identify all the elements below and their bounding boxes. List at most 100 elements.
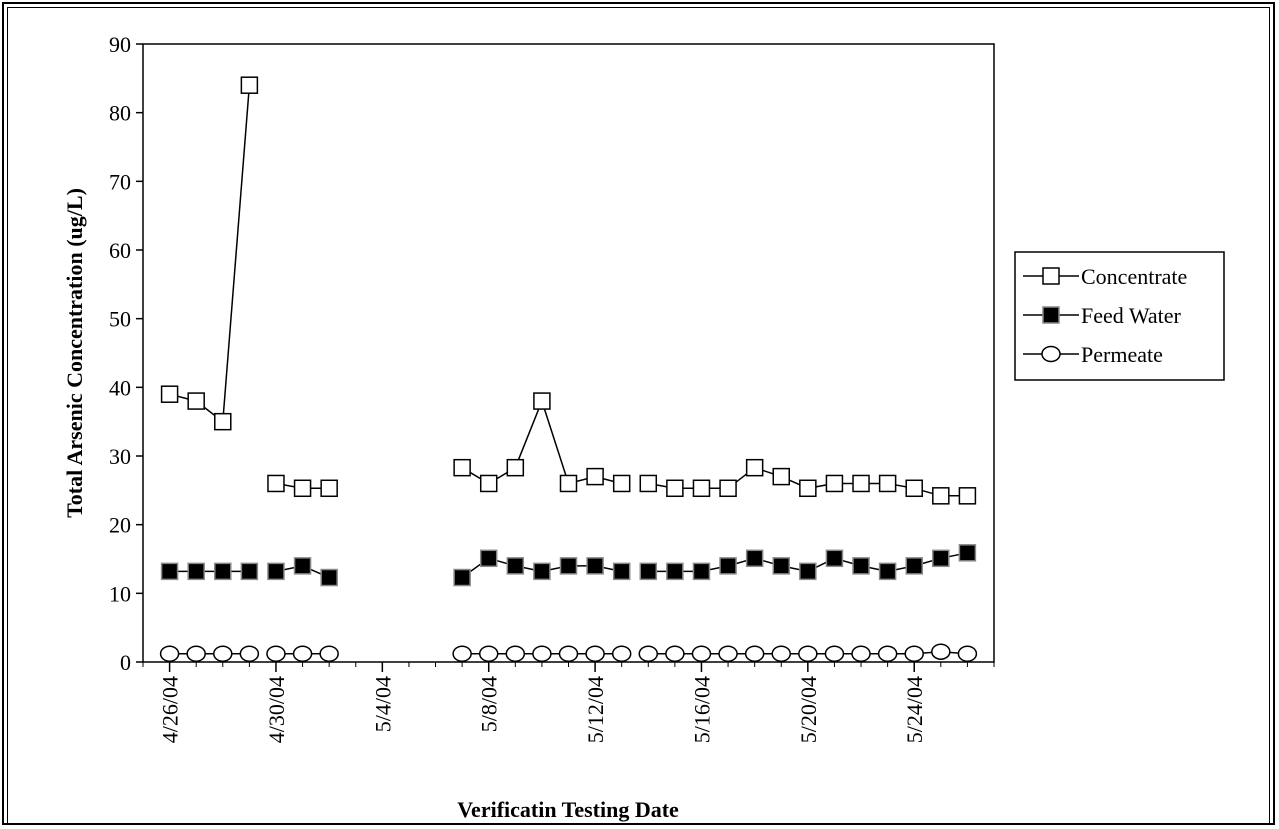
y-tick-label: 30 [109, 444, 131, 469]
legend-label: Feed Water [1081, 303, 1182, 328]
data-point [585, 645, 605, 663]
data-point [186, 645, 206, 663]
data-point [666, 479, 684, 498]
data-point [239, 645, 260, 663]
data-point [745, 549, 764, 568]
y-tick-label: 60 [109, 238, 131, 263]
data-point [691, 645, 712, 663]
x-tick-label: 5/12/04 [583, 676, 608, 743]
data-point [160, 562, 179, 581]
series-permeate [159, 643, 978, 663]
data-point [320, 479, 338, 498]
legend: Concentrate Feed Water Permeate [1014, 251, 1225, 381]
data-point [159, 645, 180, 663]
data-point [160, 385, 179, 403]
data-point [612, 474, 631, 493]
data-point [851, 645, 871, 663]
data-point [240, 76, 259, 94]
legend-marker [1041, 345, 1061, 363]
data-point [187, 392, 205, 410]
y-axis-title: Total Arsenic Concentration (ug/L) [62, 188, 87, 518]
data-point [905, 557, 923, 575]
data-point [586, 557, 604, 575]
data-point [559, 474, 578, 493]
data-point [744, 645, 765, 663]
data-point [506, 458, 525, 477]
data-point [532, 645, 552, 663]
data-point [611, 645, 632, 663]
data-point [932, 549, 950, 568]
data-point [533, 392, 551, 410]
series-concentrate [160, 76, 977, 505]
data-point [771, 645, 791, 663]
data-point [718, 645, 738, 663]
data-point [319, 645, 339, 663]
data-point [957, 645, 978, 663]
x-axis-title: Verificatin Testing Date [457, 797, 679, 822]
y-tick-label: 80 [109, 101, 131, 126]
data-point [187, 562, 205, 581]
data-point [292, 645, 313, 663]
data-point [505, 645, 526, 663]
plot-area: 0 10 20 30 40 50 60 70 80 90 4/26/04 4/30/04 5/4/04 5… [109, 32, 995, 743]
data-point [772, 557, 790, 575]
x-tick-label: 4/30/04 [264, 676, 289, 743]
data-point [479, 549, 498, 568]
chart-frame-inner [7, 7, 1270, 825]
data-point [665, 645, 685, 663]
data-point [692, 479, 711, 498]
data-point [958, 544, 977, 562]
data-point [586, 467, 604, 486]
x-tick-label: 5/4/04 [370, 676, 395, 732]
data-point [799, 562, 817, 581]
data-point [745, 458, 764, 477]
data-point [267, 562, 285, 581]
y-tick-label: 50 [109, 307, 131, 332]
data-point [932, 487, 950, 505]
x-tick-label: 5/8/04 [477, 676, 502, 732]
x-tick-label: 4/26/04 [158, 676, 183, 743]
data-point [559, 557, 578, 575]
data-point [453, 458, 471, 477]
y-tick-label: 70 [109, 169, 131, 194]
data-point [214, 562, 232, 581]
legend-marker [1042, 306, 1060, 324]
data-point [799, 479, 817, 498]
data-point [612, 562, 631, 581]
data-point [852, 557, 870, 575]
series-line [169, 85, 251, 424]
data-point [878, 562, 897, 581]
data-point [213, 645, 233, 663]
legend-label: Permeate [1081, 342, 1163, 367]
y-tick-label: 20 [109, 513, 131, 538]
data-point [453, 568, 471, 587]
data-point [905, 479, 923, 498]
data-point [267, 474, 285, 493]
data-point [666, 562, 684, 581]
data-point [214, 412, 232, 431]
x-tick-label: 5/20/04 [796, 676, 821, 743]
legend-marker [1042, 267, 1060, 285]
y-tick-label: 90 [109, 32, 131, 57]
data-point [452, 645, 472, 663]
data-point [638, 645, 659, 663]
y-tick-label: 10 [109, 581, 131, 606]
y-tick-label: 40 [109, 375, 131, 400]
data-point [878, 474, 897, 493]
data-point [479, 474, 498, 493]
data-point [266, 645, 286, 663]
data-point [478, 645, 499, 663]
data-point [293, 557, 312, 575]
data-point [320, 568, 338, 587]
data-point [719, 557, 737, 575]
y-tick-label: 0 [120, 650, 131, 675]
data-point [852, 474, 870, 493]
data-point [293, 479, 312, 498]
data-point [558, 645, 579, 663]
data-point [824, 645, 845, 663]
data-point [825, 474, 844, 493]
data-point [639, 562, 658, 581]
data-point [533, 562, 551, 581]
x-tick-label: 5/16/04 [689, 676, 714, 743]
